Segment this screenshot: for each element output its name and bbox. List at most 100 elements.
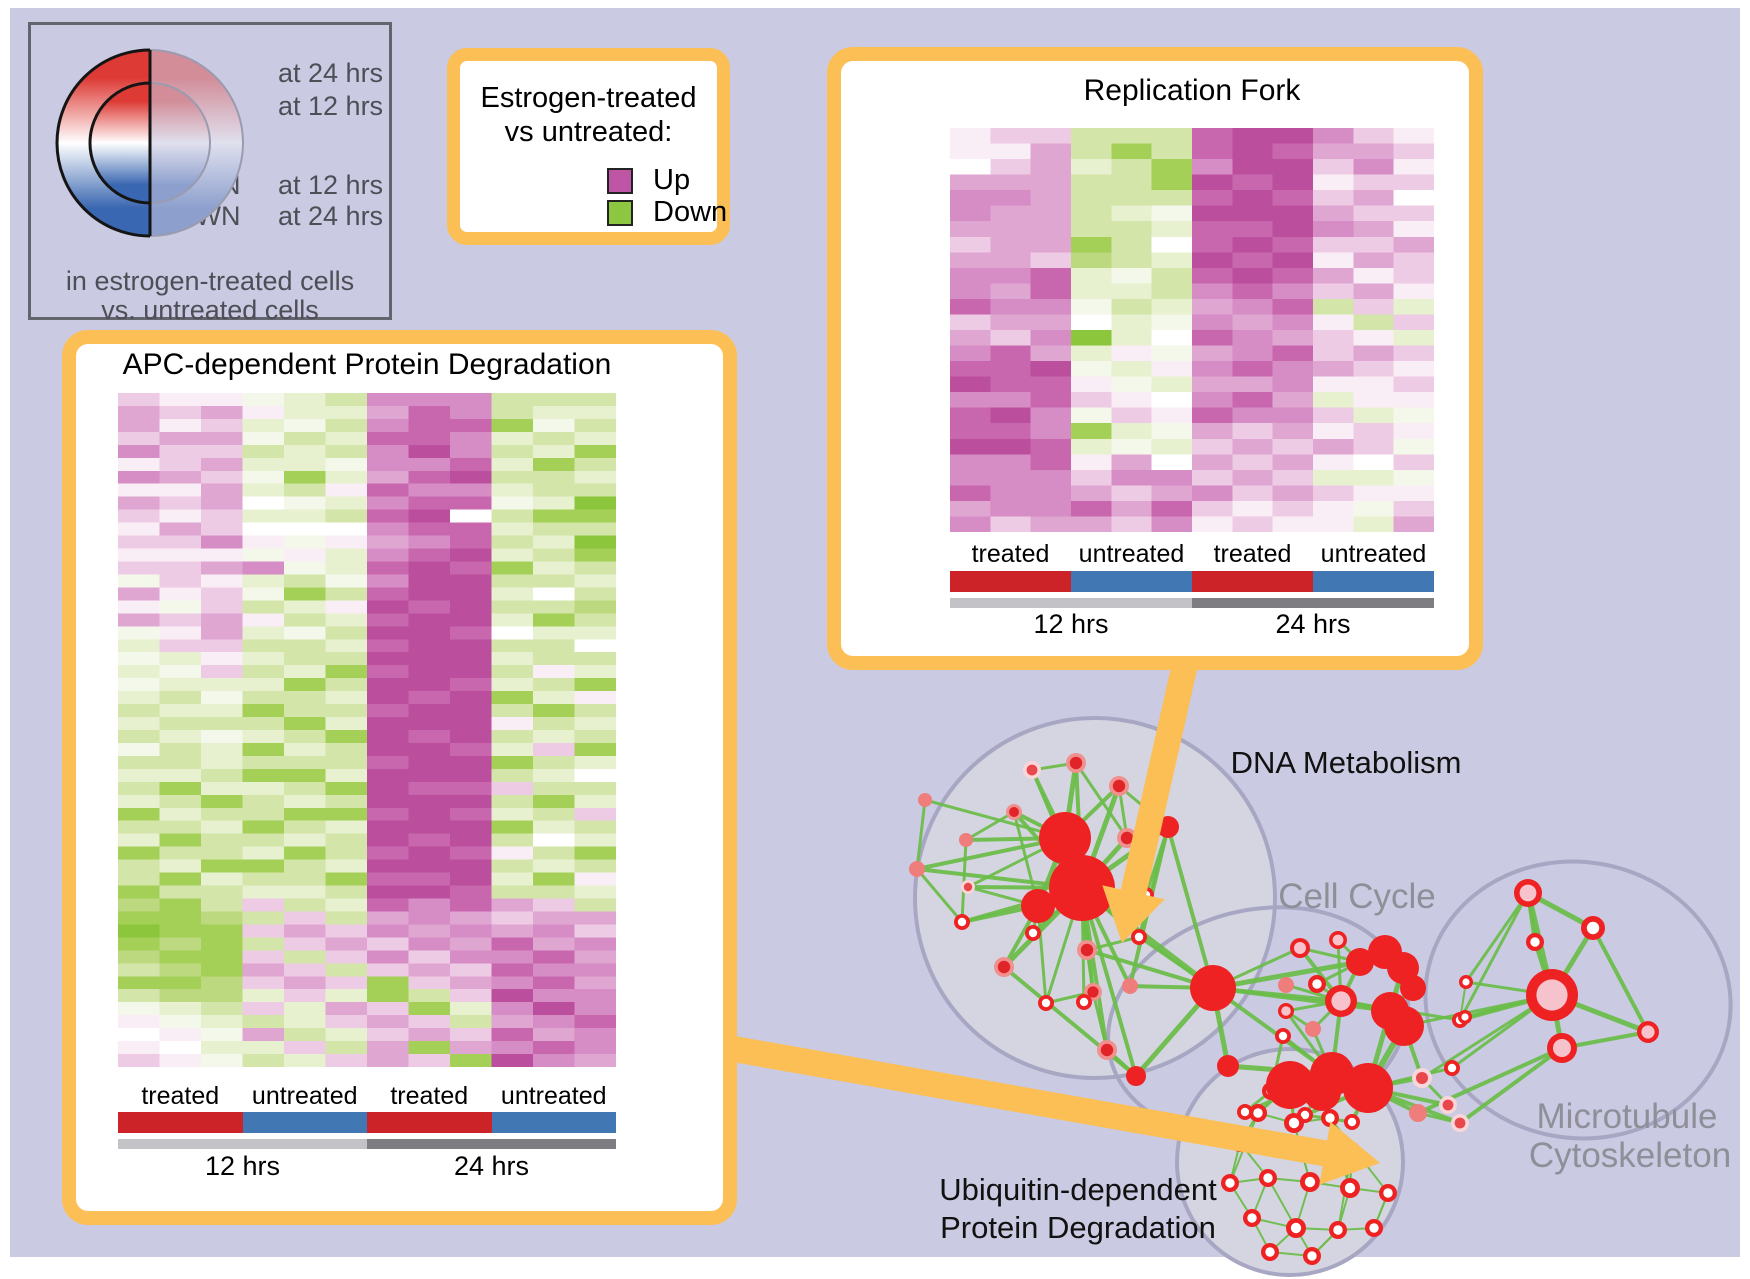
heatmap-cell <box>450 665 492 679</box>
heatmap-cell <box>574 755 616 770</box>
heatmap-cell <box>1232 516 1274 532</box>
heatmap-cell <box>325 820 368 835</box>
heatmap-cell <box>533 963 575 977</box>
color-legend-title-line2: vs untreated: <box>504 116 673 148</box>
network-node-center <box>1553 1039 1571 1057</box>
network-node-center <box>963 882 973 892</box>
heatmap-cell <box>491 1028 534 1042</box>
heatmap-cell <box>408 1054 451 1067</box>
heatmap-cell <box>1030 190 1072 207</box>
heatmap-cell <box>533 976 575 990</box>
heatmap-cell <box>367 872 409 887</box>
heatmap-cell <box>325 937 368 951</box>
apc-sample-label: untreated <box>251 1082 358 1110</box>
heatmap-cell <box>118 730 160 744</box>
heatmap-cell <box>450 976 492 990</box>
heatmap-cell <box>408 730 451 744</box>
network-node-center <box>1120 831 1134 845</box>
heatmap-cell <box>367 768 409 783</box>
heatmap-cell <box>491 444 534 459</box>
heatmap-cell <box>1353 252 1395 269</box>
heatmap-cell <box>1393 376 1434 393</box>
heatmap-cell <box>574 1041 616 1055</box>
heatmap-cell <box>450 1002 492 1016</box>
heatmap-cell <box>1232 298 1274 315</box>
heatmap-cell <box>1313 345 1354 362</box>
heatmap-cell <box>242 393 285 407</box>
heatmap-cell <box>950 454 991 471</box>
heatmap-cell <box>1272 516 1314 532</box>
heatmap-cell <box>118 859 160 874</box>
heatmap-cell <box>201 1015 243 1029</box>
heatmap-cell <box>533 652 575 666</box>
replication-12hrs-bar <box>950 598 1192 608</box>
heatmap-cell <box>1353 298 1395 315</box>
heatmap-cell <box>159 483 202 498</box>
heatmap-cell <box>533 717 575 731</box>
heatmap-cell <box>408 613 451 627</box>
heatmap-cell <box>1192 205 1233 222</box>
network-node-center <box>1134 932 1144 942</box>
heatmap-cell <box>574 561 616 575</box>
heatmap-cell <box>1071 423 1112 440</box>
heatmap-cell <box>118 600 160 614</box>
heatmap-cell <box>533 872 575 887</box>
heatmap-cell <box>325 1054 368 1067</box>
heatmap-cell <box>574 976 616 990</box>
heatmap-cell <box>159 768 202 783</box>
heatmap-cell <box>1393 392 1434 409</box>
heatmap-cell <box>367 626 409 640</box>
heatmap-cell <box>1192 314 1233 331</box>
heatmap-cell <box>1030 221 1072 238</box>
heatmap-cell <box>201 652 243 666</box>
heatmap-cell <box>491 704 534 718</box>
heatmap-cell <box>325 509 368 524</box>
heatmap-cell <box>408 587 451 601</box>
heatmap-cell <box>325 483 368 498</box>
heatmap-cell <box>491 989 534 1003</box>
heatmap-cell <box>1232 267 1274 284</box>
heatmap-cell <box>325 418 368 433</box>
heatmap-cell <box>367 730 409 744</box>
heatmap-cell <box>242 626 285 640</box>
heatmap-cell <box>990 485 1032 502</box>
apc-12hrs-bar <box>118 1139 367 1149</box>
heatmap-cell <box>1272 361 1314 378</box>
heatmap-cell <box>325 755 368 770</box>
replication-sample-label: untreated <box>1320 540 1427 568</box>
heatmap-cell <box>284 704 326 718</box>
heatmap-cell <box>242 1028 285 1042</box>
network-node-center <box>1294 942 1306 954</box>
network-node-center <box>1112 779 1126 793</box>
heatmap-cell <box>284 872 326 887</box>
heatmap-cell <box>1111 283 1153 300</box>
heatmap-cell <box>284 807 326 822</box>
cluster-label: Ubiquitin-dependent <box>939 1172 1217 1207</box>
heatmap-cell <box>242 872 285 887</box>
heatmap-cell <box>1353 500 1395 517</box>
heatmap-cell <box>367 807 409 822</box>
heatmap-cell <box>574 600 616 614</box>
heatmap-cell <box>450 574 492 588</box>
heatmap-cell <box>491 691 534 705</box>
heatmap-cell <box>533 937 575 951</box>
heatmap-cell <box>367 470 409 485</box>
heatmap-cell <box>159 496 202 511</box>
heatmap-cell <box>1192 392 1233 409</box>
heatmap-cell <box>1232 423 1274 440</box>
network-node <box>1343 1063 1393 1113</box>
heatmap-cell <box>201 963 243 977</box>
heatmap-cell <box>325 496 368 511</box>
heatmap-cell <box>1353 423 1395 440</box>
heatmap-cell <box>408 496 451 511</box>
heatmap-cell <box>533 911 575 925</box>
heatmap-cell <box>491 781 534 796</box>
heatmap-cell <box>118 457 160 472</box>
replication-sample-label: treated <box>971 540 1050 568</box>
heatmap-cell <box>408 872 451 887</box>
cluster-label: Microtubule <box>1537 1097 1718 1136</box>
heatmap-cell <box>201 781 243 796</box>
heatmap-cell <box>367 509 409 524</box>
network-node-center <box>1369 1223 1379 1233</box>
heatmap-cell <box>1071 454 1112 471</box>
